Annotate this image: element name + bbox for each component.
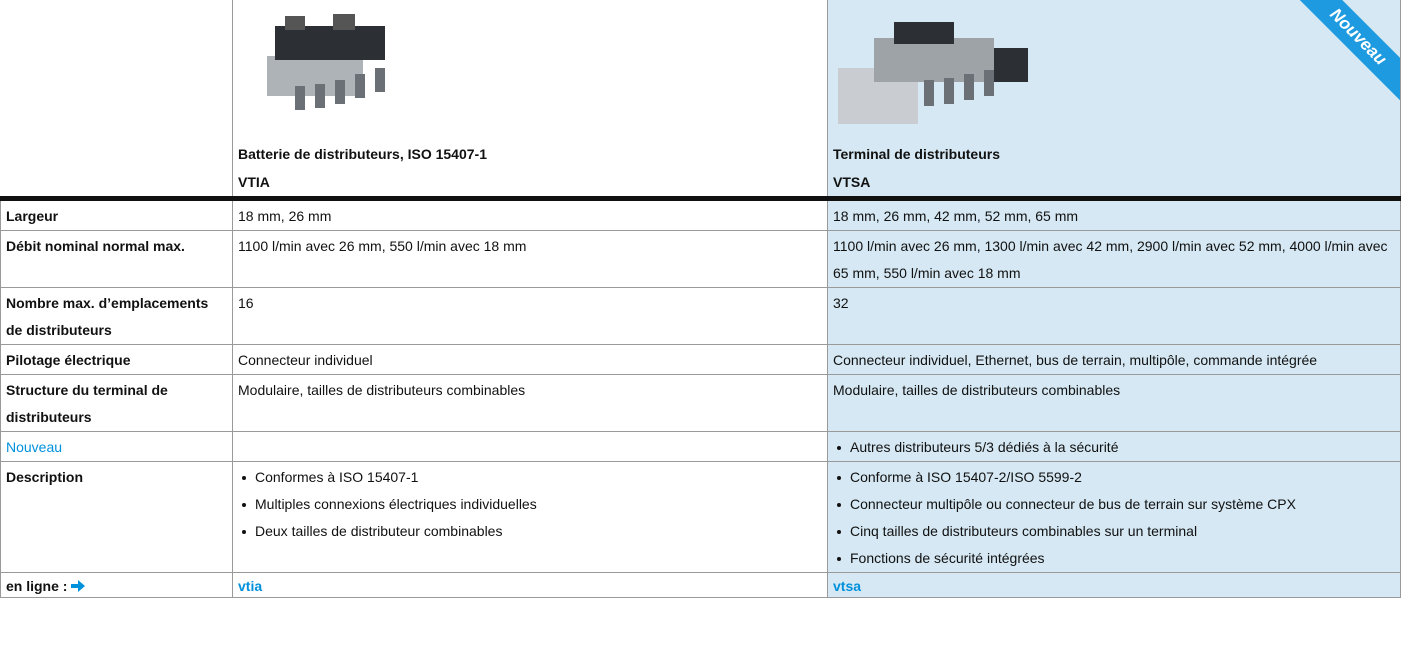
table-row: Nombre max. d’emplace­ments de distribut… [0,287,1401,345]
product-title: Batterie de distributeurs, ISO 15407-1 [238,146,487,162]
row-label: Nombre max. d’emplace­ments de distribut… [0,287,233,345]
cell: 18 mm, 26 mm, 42 mm, 52 mm, 65 mm [827,198,1401,231]
row-label: Débit nominal normal max. [0,230,233,288]
table-row: Structure du terminal de distributeurs Mo… [0,374,1401,432]
online-link[interactable]: vtia [238,578,263,594]
comparison-table: Batterie de distributeurs, ISO 15407-1 V… [0,0,1401,598]
bullet-list: Autres distributeurs 5/3 dédiés à la séc… [833,434,1395,461]
online-link[interactable]: vtsa [833,578,862,594]
cell [232,431,828,462]
table-row: Description Conformes à ISO 15407-1 Multip… [0,461,1401,573]
cell: Autres distributeurs 5/3 dédiés à la séc… [827,431,1401,462]
row-label: Pilotage électrique [0,344,233,375]
cell: Conforme à ISO 15407-2/ISO 5599-2 Connect… [827,461,1401,573]
table-row: Largeur 18 mm, 26 mm 18 mm, 26 mm, 42 mm, … [0,198,1401,231]
footer-row: en ligne : vtia vtsa [0,572,1401,598]
bullet-item: Connecteur multipôle ou connecteur de bu… [833,491,1395,518]
new-badge: Nouveau [1290,0,1400,105]
bullet-item: Conformes à ISO 15407-1 [238,464,822,491]
product-image [267,14,385,110]
product-code: VTIA [238,174,270,190]
header-row: Batterie de distributeurs, ISO 15407-1 V… [0,0,1401,201]
row-label: Largeur [0,198,233,231]
cell: 32 [827,287,1401,345]
table-row: Nouveau Autres distributeurs 5/3 dédiés à… [0,431,1401,462]
bullet-item: Cinq tailles de distributeurs combinable… [833,518,1395,545]
header-empty [0,0,233,201]
row-label: en ligne : [0,572,233,598]
row-label: Structure du terminal de distributeurs [0,374,233,432]
cell: 1100 l/min avec 26 mm, 1300 l/min avec 4… [827,230,1401,288]
product-image [838,22,1028,124]
cell: vtsa [827,572,1401,598]
bullet-list: Conforme à ISO 15407-2/ISO 5599-2 Connect… [833,464,1395,572]
cell: 18 mm, 26 mm [232,198,828,231]
bullet-item: Fonctions de sécurité intégrées [833,545,1395,572]
cell: Modulaire, tailles de distributeurs comb… [232,374,828,432]
cell: Connecteur individuel [232,344,828,375]
product-code: VTSA [833,174,871,190]
bullet-item: Deux tailles de distributeur combinables [238,518,822,545]
cell: vtia [232,572,828,598]
cell: Conformes à ISO 15407-1 Multiples connexi… [232,461,828,573]
table-body: Largeur 18 mm, 26 mm 18 mm, 26 mm, 42 mm, … [0,198,1401,598]
table-row: Pilotage électrique Connecteur individuel… [0,344,1401,375]
cell: 1100 l/min avec 26 mm, 550 l/min avec 18… [232,230,828,288]
cell: Connecteur individuel, Ethernet, bus de … [827,344,1401,375]
online-label: en ligne : [6,578,68,594]
bullet-item: Autres distributeurs 5/3 dédiés à la séc… [833,434,1395,461]
row-label: Nouveau [0,431,233,462]
cell: 16 [232,287,828,345]
row-label: Description [0,461,233,573]
arrow-icon [71,580,86,592]
bullet-item: Multiples connexions électriques individ… [238,491,822,518]
product-header: Nouveau Terminal de distributeurs VTSA [827,0,1401,201]
product-header: Batterie de distributeurs, ISO 15407-1 V… [232,0,828,201]
cell: Modulaire, tailles de distributeurs comb… [827,374,1401,432]
bullet-list: Conformes à ISO 15407-1 Multiples connexi… [238,464,822,545]
bullet-item: Conforme à ISO 15407-2/ISO 5599-2 [833,464,1395,491]
product-title: Terminal de distributeurs [833,146,1000,162]
table-row: Débit nominal normal max. 1100 l/min avec… [0,230,1401,288]
